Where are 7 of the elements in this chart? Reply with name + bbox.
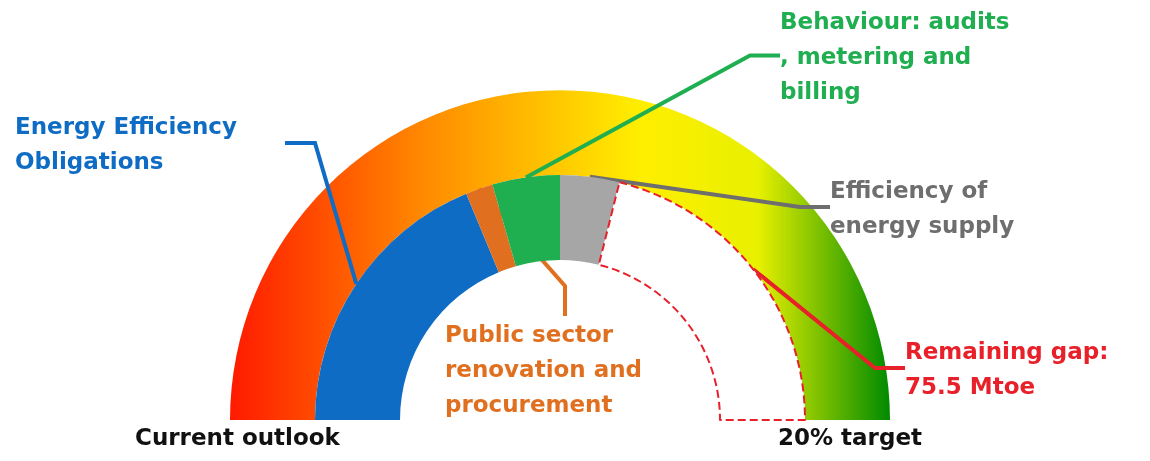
slice-label: Behaviour: audits, metering and billing bbox=[780, 7, 1010, 104]
text: Current outlook bbox=[135, 424, 340, 450]
slice-label: Public sector renovation and procurement bbox=[445, 320, 651, 417]
slice-label: Remaining gap: 75.5 Mtoe bbox=[905, 337, 1117, 399]
slice-label: Energy Efficiency Obligations bbox=[15, 112, 245, 174]
text: 20% target bbox=[778, 424, 922, 450]
slice-label: Efficiency of energy supply bbox=[830, 176, 1015, 238]
